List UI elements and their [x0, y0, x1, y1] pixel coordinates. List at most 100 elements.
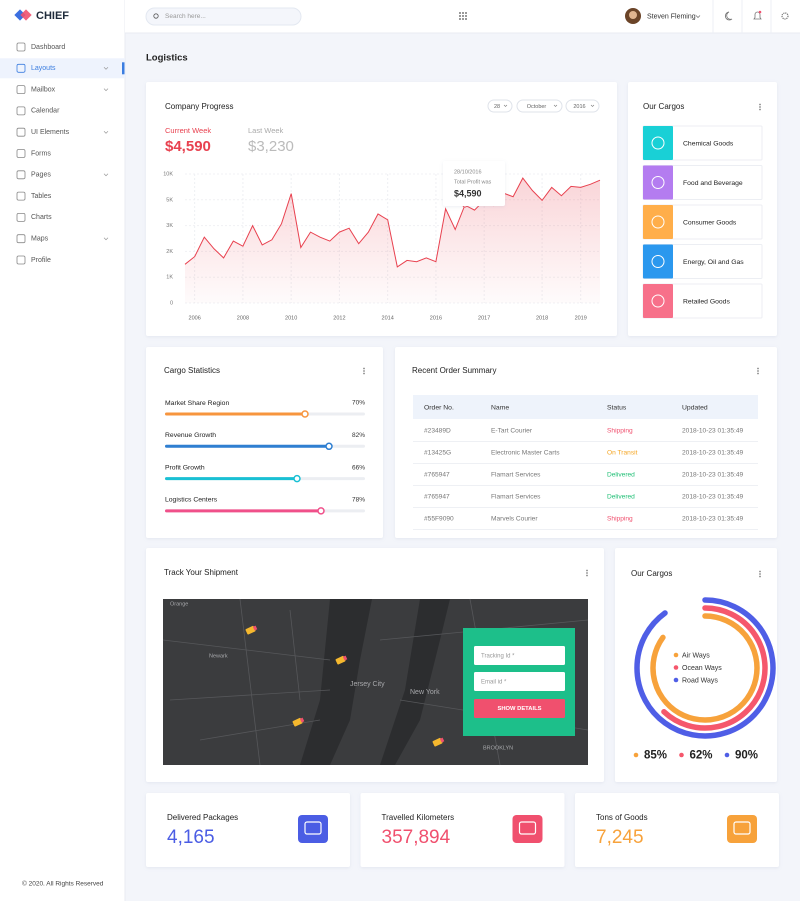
search-box[interactable] [145, 7, 302, 26]
stat-card [575, 793, 779, 867]
menu-dot[interactable] [759, 575, 761, 578]
x-tick-label: 2017 [478, 315, 490, 321]
menu-dot[interactable] [586, 572, 588, 574]
cargo-icon-bg [643, 284, 673, 318]
nav-item[interactable]: Dashboard [31, 44, 65, 51]
menu-dot[interactable] [759, 103, 761, 106]
nav-item[interactable]: Tables [31, 193, 52, 200]
stat-icon-detail [304, 821, 322, 835]
menu-dot[interactable] [363, 370, 365, 372]
bar [165, 509, 321, 513]
bell-icon[interactable] [753, 11, 762, 20]
stat-card [360, 793, 565, 867]
cargo-icon [651, 136, 665, 150]
table-cell: #23489D [424, 427, 451, 434]
y-tick-label: 10K [163, 171, 173, 177]
cargo-icon-bg [643, 205, 673, 239]
menu-dot[interactable] [586, 574, 588, 577]
active-item-bar [122, 62, 125, 75]
menu-dot[interactable] [363, 372, 365, 375]
filter-pill[interactable] [487, 99, 513, 113]
logo-red [20, 9, 32, 21]
filter-pill[interactable] [565, 99, 600, 113]
apps-icon[interactable] [465, 18, 467, 20]
cargo-label[interactable]: Consumer Goods [683, 219, 737, 226]
stat-label: Delivered Packages [167, 813, 238, 822]
nav-item[interactable]: Mailbox [31, 86, 56, 93]
apps-icon[interactable] [459, 18, 461, 20]
cargo-label[interactable]: Chemical Goods [683, 140, 734, 147]
apps-icon[interactable] [462, 18, 464, 20]
filter-pill[interactable] [516, 99, 563, 113]
nav-item[interactable]: UI Elements [31, 129, 70, 136]
nav-item[interactable]: Charts [31, 214, 52, 221]
cargo-label[interactable]: Energy, Oil and Gas [683, 259, 744, 266]
search-placeholder[interactable]: Search here... [165, 13, 206, 20]
apps-icon[interactable] [465, 12, 467, 14]
apps-icon[interactable] [459, 12, 461, 14]
menu-dot[interactable] [759, 573, 761, 575]
brand: CHIEF [36, 10, 69, 22]
table-cell: Shipping [607, 515, 633, 522]
x-tick-label: 2008 [237, 315, 249, 321]
nav-icon [16, 234, 26, 244]
user-name[interactable]: Steven Fleming [647, 13, 696, 20]
table-cell: On Transit [607, 449, 638, 456]
truck-cab [439, 737, 445, 743]
stat-icon [512, 815, 543, 843]
truck-icon [432, 737, 443, 747]
bar-knob [317, 507, 325, 515]
nav-item[interactable]: Pages [31, 172, 51, 179]
stat-value: 7,245 [596, 827, 644, 848]
table-cell: 2018-10-23 01:35:49 [682, 449, 744, 456]
nav-item[interactable]: Calendar [31, 108, 60, 115]
table-header-bg [413, 395, 758, 419]
apps-icon[interactable] [459, 15, 461, 17]
map-road [289, 609, 301, 701]
stat-icon [727, 815, 757, 843]
input[interactable] [474, 646, 565, 665]
input-placeholder[interactable]: Email id * [481, 680, 507, 686]
nav-icon [16, 42, 26, 52]
apps-icon[interactable] [462, 12, 464, 14]
filter-label[interactable]: 2016 [573, 104, 585, 110]
table-header: Order No. [424, 404, 454, 411]
table-cell: Delivered [607, 471, 635, 478]
menu-dot[interactable] [759, 570, 761, 573]
settings-icon[interactable] [781, 12, 789, 20]
cargo-icon [651, 215, 665, 229]
apps-icon[interactable] [462, 15, 464, 17]
menu-dot[interactable] [757, 370, 759, 372]
button-label[interactable]: SHOW DETAILS [497, 706, 541, 712]
filter-label[interactable]: 28 [494, 104, 500, 110]
moon-icon[interactable] [724, 11, 733, 21]
stat-label: Tons of Goods [596, 813, 648, 822]
nav-item[interactable]: Maps [31, 236, 49, 243]
tooltip [443, 161, 505, 206]
y-tick-label: 1K [166, 275, 173, 281]
value-dot [633, 752, 639, 758]
truck-icon [292, 717, 303, 727]
menu-dot[interactable] [757, 372, 759, 375]
nav-chevron [103, 130, 109, 134]
input[interactable] [474, 672, 565, 691]
menu-dot[interactable] [363, 367, 365, 370]
cargo-label[interactable]: Food and Beverage [683, 180, 743, 187]
nav-item[interactable]: Layouts [31, 65, 56, 72]
cargo-label[interactable]: Retailed Goods [683, 298, 730, 305]
stat-label: Travelled Kilometers [382, 813, 455, 822]
menu-dot[interactable] [759, 106, 761, 108]
button[interactable] [474, 699, 565, 718]
menu-dot[interactable] [759, 108, 761, 111]
nav-item[interactable]: Forms [31, 150, 51, 157]
apps-icon[interactable] [465, 15, 467, 17]
menu-dot[interactable] [586, 569, 588, 572]
input-placeholder[interactable]: Tracking Id * [481, 654, 515, 660]
nav-item[interactable]: Profile [31, 257, 51, 264]
cargo-icon [651, 294, 665, 308]
search-icon [153, 13, 159, 19]
menu-dot[interactable] [757, 367, 759, 370]
filter-label[interactable]: October [527, 104, 547, 110]
stat-card [146, 793, 350, 867]
